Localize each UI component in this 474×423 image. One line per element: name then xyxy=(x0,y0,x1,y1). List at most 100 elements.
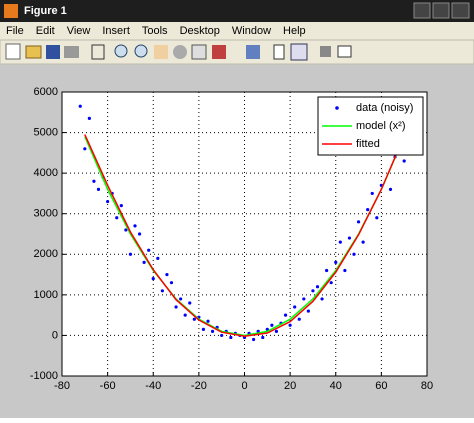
print-icon[interactable] xyxy=(64,46,79,58)
y-tick-label: 5000 xyxy=(34,126,58,138)
window-title: Figure 1 xyxy=(24,5,67,17)
x-tick-label: 20 xyxy=(284,380,296,392)
data-point xyxy=(119,204,123,208)
colorbar-icon[interactable] xyxy=(273,44,285,60)
data-point xyxy=(375,216,379,220)
menu-item[interactable]: Tools xyxy=(142,25,168,37)
data-point xyxy=(133,224,137,228)
data-point xyxy=(306,309,310,313)
data-point xyxy=(388,187,393,191)
data-point xyxy=(288,323,292,327)
legend-label: model (x²) xyxy=(356,120,406,132)
y-tick-label: -1000 xyxy=(30,370,58,382)
data-point xyxy=(311,289,315,293)
y-tick-label: 1000 xyxy=(34,289,58,301)
menu-item[interactable]: Window xyxy=(232,25,271,37)
x-tick-label: -80 xyxy=(54,380,70,392)
data-point xyxy=(297,317,301,321)
data-point xyxy=(210,329,215,333)
zoom-out-icon[interactable] xyxy=(134,44,148,58)
data-point xyxy=(229,335,233,340)
legend-marker xyxy=(335,106,339,110)
app-icon xyxy=(4,4,18,18)
legend-icon[interactable] xyxy=(290,43,308,61)
data-point xyxy=(151,277,155,281)
data-point xyxy=(270,323,274,327)
series-line xyxy=(84,134,405,337)
show-tools-icon[interactable] xyxy=(337,45,352,58)
data-point xyxy=(366,208,370,212)
save-icon[interactable] xyxy=(46,45,60,59)
x-tick-label: 80 xyxy=(421,380,433,392)
zoom-in-icon[interactable] xyxy=(114,44,128,58)
data-point xyxy=(329,281,333,285)
x-tick-label: -20 xyxy=(191,380,207,392)
data-point xyxy=(343,268,347,273)
data-point xyxy=(356,220,361,224)
data-point xyxy=(325,268,329,273)
data-point xyxy=(274,329,279,333)
menu-item[interactable]: Edit xyxy=(36,25,55,37)
menu-bar xyxy=(0,22,474,40)
hide-tools-icon[interactable] xyxy=(320,46,331,57)
data-point xyxy=(142,260,146,264)
data-point xyxy=(192,317,196,321)
y-tick-label: 6000 xyxy=(34,86,58,98)
data-point xyxy=(334,260,338,264)
select-icon[interactable] xyxy=(91,44,105,60)
data-point xyxy=(188,301,192,305)
data-point xyxy=(106,199,110,204)
menu-item[interactable]: File xyxy=(6,25,24,37)
pan-icon[interactable] xyxy=(154,45,168,59)
data-point xyxy=(402,159,406,163)
y-tick-label: 3000 xyxy=(34,208,58,220)
rotate-icon[interactable] xyxy=(173,45,187,59)
data-point xyxy=(252,337,256,342)
data-point xyxy=(302,297,306,301)
link-icon[interactable] xyxy=(246,45,260,59)
data-point xyxy=(160,289,164,293)
legend-label: fitted xyxy=(356,138,380,150)
data-point xyxy=(147,248,151,252)
toolbar-icons xyxy=(5,43,352,61)
data-point xyxy=(137,232,142,236)
data-point xyxy=(283,313,288,317)
brush-icon[interactable] xyxy=(212,45,226,59)
x-tick-label: 40 xyxy=(330,380,342,392)
minimize-button[interactable] xyxy=(413,2,431,19)
close-button[interactable] xyxy=(451,2,470,19)
data-point xyxy=(183,313,187,317)
data-point xyxy=(206,319,210,323)
maximize-button[interactable] xyxy=(432,2,450,19)
x-tick-label: -40 xyxy=(145,380,161,392)
data-point xyxy=(261,335,265,340)
data-point xyxy=(338,240,342,244)
legend-label: data (noisy) xyxy=(356,102,413,114)
menu-item[interactable]: Desktop xyxy=(180,25,220,37)
x-tick-label: -60 xyxy=(100,380,116,392)
data-point xyxy=(92,179,96,183)
data-point xyxy=(347,236,352,240)
data-point xyxy=(179,297,183,301)
datacursor-icon[interactable] xyxy=(191,44,207,60)
data-point xyxy=(370,191,374,196)
y-tick-label: 2000 xyxy=(34,248,58,260)
y-tick-label: 0 xyxy=(52,329,58,341)
new-icon[interactable] xyxy=(5,43,21,60)
data-point xyxy=(352,252,356,256)
data-point xyxy=(201,327,206,331)
title-bar xyxy=(0,0,474,22)
data-point xyxy=(96,187,101,191)
menu-item[interactable]: Insert xyxy=(102,25,130,37)
data-point xyxy=(78,104,82,108)
menu-item[interactable]: View xyxy=(67,25,91,37)
x-tick-label: 0 xyxy=(241,380,247,392)
data-point xyxy=(174,305,178,309)
open-icon[interactable] xyxy=(25,45,42,59)
data-point xyxy=(220,333,224,338)
menu-item[interactable]: Help xyxy=(283,25,306,37)
data-point xyxy=(156,256,160,260)
data-point xyxy=(169,281,174,285)
data-point xyxy=(320,297,324,301)
